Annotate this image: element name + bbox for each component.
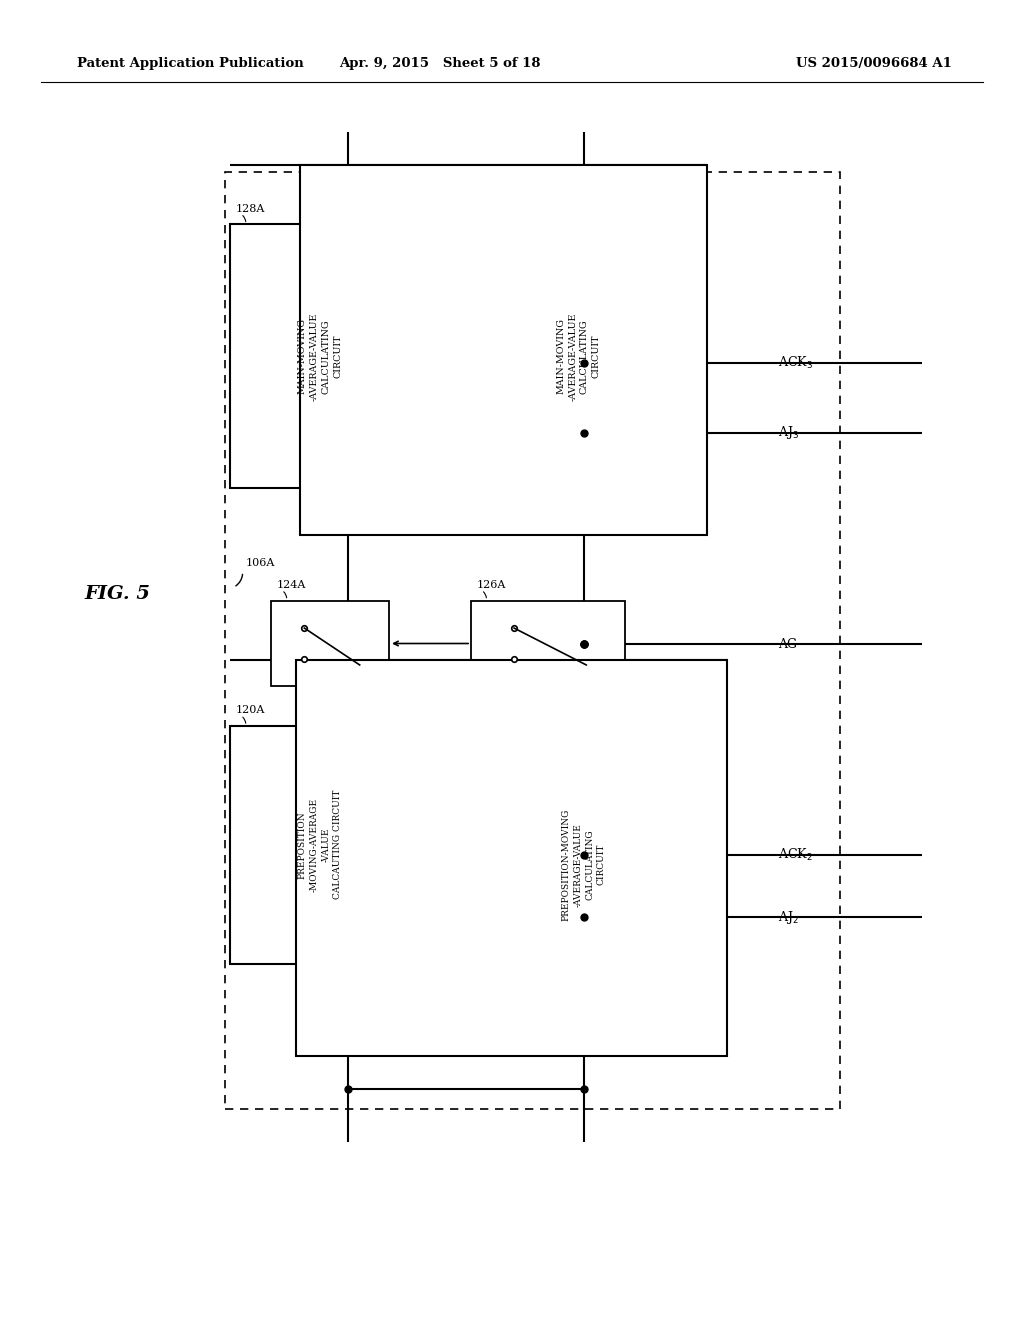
Text: AG: AG	[778, 638, 798, 651]
Text: MAIN-MOVING
-AVERAGE-VALUE
CALCULATING
CIRCUIT: MAIN-MOVING -AVERAGE-VALUE CALCULATING C…	[298, 313, 342, 400]
Text: 120A: 120A	[236, 705, 265, 715]
Bar	[230, 224, 410, 488]
Text: AJ$_2$: AJ$_2$	[778, 909, 799, 925]
Bar	[471, 601, 625, 686]
Text: Patent Application Publication: Patent Application Publication	[77, 57, 303, 70]
Text: PREPOSITION-MOVING
-AVERAGE-VALUE
CALCULATING
CIRCUIT: PREPOSITION-MOVING -AVERAGE-VALUE CALCUL…	[561, 808, 606, 921]
Bar	[271, 601, 389, 686]
Bar	[461, 224, 696, 488]
Bar	[297, 660, 727, 1056]
Bar	[230, 726, 410, 964]
Text: 130A: 130A	[466, 203, 496, 214]
Text: 124A: 124A	[276, 579, 306, 590]
Text: 106A: 106A	[246, 557, 275, 568]
Text: MAIN-MOVING
-AVERAGE-VALUE
CALCULATING
CIRCUIT: MAIN-MOVING -AVERAGE-VALUE CALCULATING C…	[556, 313, 601, 400]
Text: 122A: 122A	[456, 692, 485, 702]
Text: US 2015/0096684 A1: US 2015/0096684 A1	[797, 57, 952, 70]
Bar	[451, 713, 717, 1016]
Text: 126A: 126A	[476, 579, 506, 590]
Text: AJ$_3$: AJ$_3$	[778, 425, 800, 441]
Text: Apr. 9, 2015   Sheet 5 of 18: Apr. 9, 2015 Sheet 5 of 18	[340, 57, 541, 70]
Text: PREPOSITION
-MOVING-AVERAGE
-VALUE
CALCAUTING CIRCUIT: PREPOSITION -MOVING-AVERAGE -VALUE CALCA…	[298, 791, 342, 899]
Text: ACK$_2$: ACK$_2$	[778, 847, 813, 863]
Bar	[225, 172, 840, 1109]
Text: ACK$_3$: ACK$_3$	[778, 355, 813, 371]
Text: FIG. 5: FIG. 5	[85, 585, 151, 603]
Bar	[299, 165, 707, 535]
Text: 128A: 128A	[236, 203, 265, 214]
